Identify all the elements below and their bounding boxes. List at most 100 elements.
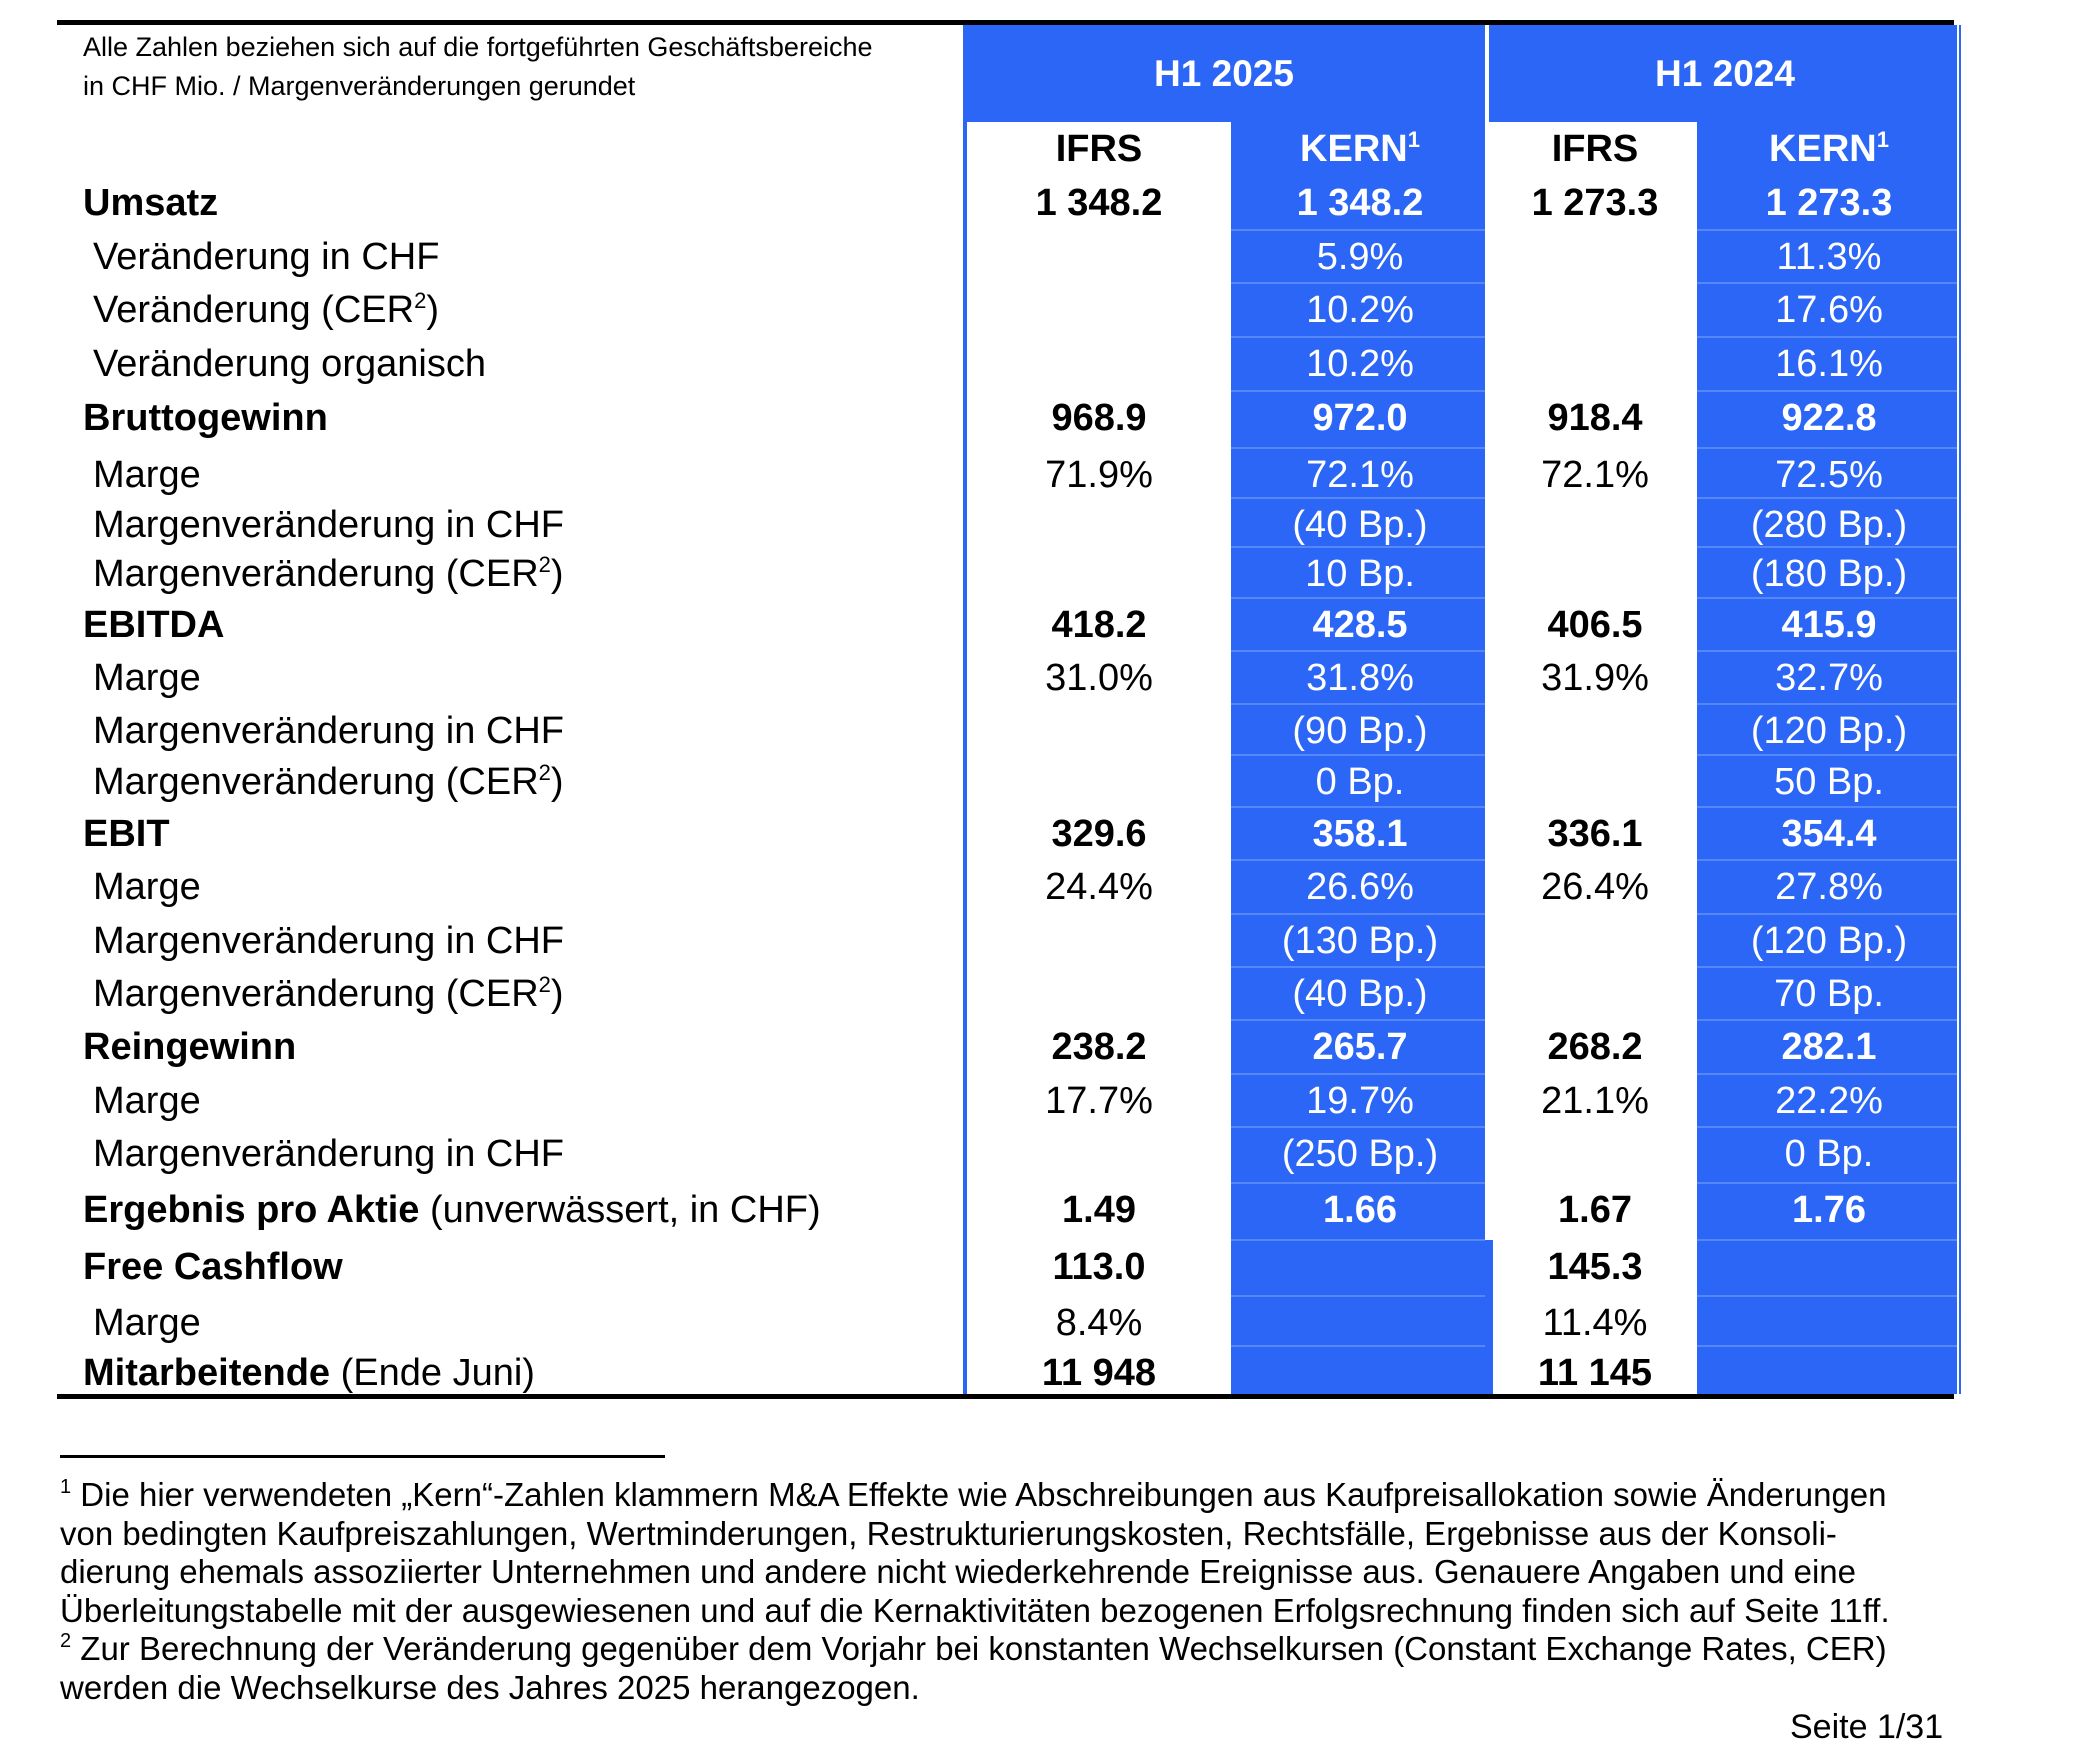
table-cell: 1.66 xyxy=(1323,1189,1397,1231)
row-separator xyxy=(1697,597,1957,599)
row-separator xyxy=(1697,336,1957,338)
table-cell: 415.9 xyxy=(1781,604,1877,646)
table-row: EBIT 329.6 358.1 336.1 354.4 xyxy=(0,807,2090,861)
table-cell: 418.2 xyxy=(1051,604,1147,646)
table-cell: 113.0 xyxy=(1052,1246,1146,1288)
footnote-line: Zur Berechnung der Veränderung gegenüber… xyxy=(80,1630,1887,1667)
row-label: Marge xyxy=(93,1296,201,1350)
row-separator xyxy=(1231,913,1485,915)
row-label: Margenveränderung in CHF xyxy=(93,704,564,758)
row-label-text: Ergebnis pro Aktie xyxy=(83,1189,420,1231)
table-cell: 17.6% xyxy=(1775,289,1883,331)
table-cell: 31.9% xyxy=(1541,657,1649,699)
kern-footnote-ref: 1 xyxy=(1876,127,1889,152)
table-row: Veränderung (CER2) 10.2% 17.6% xyxy=(0,283,2090,337)
row-label-text: Margenveränderung (CER xyxy=(93,761,539,803)
row-label-suffix: ) xyxy=(550,761,564,803)
row-label: Marge xyxy=(93,651,201,705)
row-separator xyxy=(1697,1295,1957,1297)
row-label: Veränderung (CER2) xyxy=(93,283,439,337)
row-separator xyxy=(1231,1182,1485,1184)
table-row: Margenveränderung (CER2) (40 Bp.) 70 Bp. xyxy=(0,967,2090,1021)
table-cell: 282.1 xyxy=(1781,1026,1877,1068)
row-label-qualifier: (unverwässert, in CHF) xyxy=(419,1189,821,1231)
row-label-text: Umsatz xyxy=(83,182,219,224)
column-separator xyxy=(1485,122,1489,1240)
page-number: Seite 1/31 xyxy=(1790,1708,1944,1746)
table-cell: 5.9% xyxy=(1316,236,1404,278)
table-note-line: in CHF Mio. / Margenveränderungen gerund… xyxy=(83,71,636,101)
row-separator xyxy=(1231,282,1485,284)
table-row: Margenveränderung in CHF (250 Bp.) 0 Bp. xyxy=(0,1127,2090,1181)
row-separator xyxy=(1231,806,1485,808)
table-cell: 10.2% xyxy=(1306,289,1414,331)
row-separator xyxy=(1231,229,1485,231)
row-label: Veränderung organisch xyxy=(93,337,486,391)
row-separator xyxy=(1697,703,1957,705)
header-band-h1-2024 xyxy=(1489,25,1961,122)
footnote-ref: 2 xyxy=(538,552,551,577)
row-label-text: EBITDA xyxy=(83,604,225,646)
table-cell: 0 Bp. xyxy=(1784,1133,1874,1175)
table-cell: 972.0 xyxy=(1312,397,1408,439)
table-row: Margenveränderung in CHF (40 Bp.) (280 Bp.… xyxy=(0,498,2090,552)
footnote-ref: 2 xyxy=(414,288,427,313)
period-header-h1-2024: H1 2024 xyxy=(1655,53,1795,94)
footnote-marker: 1 xyxy=(60,1476,72,1498)
row-separator xyxy=(1697,806,1957,808)
table-cell: 72.5% xyxy=(1775,454,1883,496)
row-separator xyxy=(1697,650,1957,652)
row-separator xyxy=(1697,913,1957,915)
table-cell: 268.2 xyxy=(1547,1026,1643,1068)
table-cell: 24.4% xyxy=(1045,866,1153,908)
table-cell: 968.9 xyxy=(1051,397,1147,439)
row-label-text: Veränderung (CER xyxy=(93,289,415,331)
row-separator xyxy=(1697,859,1957,861)
ifrs-header-2025: IFRS xyxy=(1055,128,1143,170)
row-separator xyxy=(1231,497,1485,499)
row-label: Mitarbeitende (Ende Juni) xyxy=(83,1346,535,1400)
table-cell: 922.8 xyxy=(1781,397,1877,439)
table-cell: (120 Bp.) xyxy=(1750,920,1908,962)
row-label-text: Veränderung in CHF xyxy=(93,236,440,278)
table-cell: 16.1% xyxy=(1775,343,1883,385)
row-separator xyxy=(1697,966,1957,968)
table-top-rule xyxy=(57,20,1954,25)
table-cell: (40 Bp.) xyxy=(1292,973,1428,1015)
row-separator xyxy=(1697,1073,1957,1075)
table-cell: 26.6% xyxy=(1306,866,1414,908)
table-cell: 406.5 xyxy=(1547,604,1643,646)
row-separator xyxy=(1697,1182,1957,1184)
row-label-text: Bruttogewinn xyxy=(83,397,328,439)
table-row: Mitarbeitende (Ende Juni) 11 948 11 145 xyxy=(0,1346,2090,1400)
table-cell: 19.7% xyxy=(1306,1080,1414,1122)
table-row: Marge 31.0% 31.8% 31.9% 32.7% xyxy=(0,651,2090,705)
row-label-text: Free Cashflow xyxy=(83,1246,343,1288)
table-note: Alle Zahlen beziehen sich auf die fortge… xyxy=(83,28,873,106)
table-cell: 10.2% xyxy=(1306,343,1414,385)
row-label: EBIT xyxy=(83,807,170,861)
row-label: Free Cashflow xyxy=(83,1240,343,1294)
row-separator xyxy=(1697,546,1957,548)
row-label: Ergebnis pro Aktie (unverwässert, in CHF… xyxy=(83,1183,821,1237)
table-cell: 1.76 xyxy=(1792,1189,1866,1231)
footnote-marker: 2 xyxy=(60,1630,72,1652)
row-label-suffix: ) xyxy=(550,553,564,595)
footnote-line: dierung ehemals assoziierter Unternehmen… xyxy=(60,1553,1857,1590)
table-cell: 238.2 xyxy=(1051,1026,1147,1068)
column-separator xyxy=(1957,25,1959,1394)
table-cell: 21.1% xyxy=(1541,1080,1649,1122)
row-label-text: Reingewinn xyxy=(83,1026,297,1068)
row-label: Margenveränderung in CHF xyxy=(93,1127,564,1181)
table-row: Free Cashflow 113.0 145.3 xyxy=(0,1240,2090,1294)
kern-header-2024: KERN1 xyxy=(1697,122,1961,176)
row-label: Margenveränderung (CER2) xyxy=(93,755,564,809)
table-cell: 17.7% xyxy=(1045,1080,1153,1122)
table-cell: 27.8% xyxy=(1775,866,1883,908)
table-cell: 32.7% xyxy=(1775,657,1883,699)
table-row: Marge 8.4% 11.4% xyxy=(0,1296,2090,1350)
row-separator xyxy=(1231,1019,1485,1021)
table-row: Veränderung organisch 10.2% 16.1% xyxy=(0,337,2090,391)
row-separator xyxy=(1697,1126,1957,1128)
